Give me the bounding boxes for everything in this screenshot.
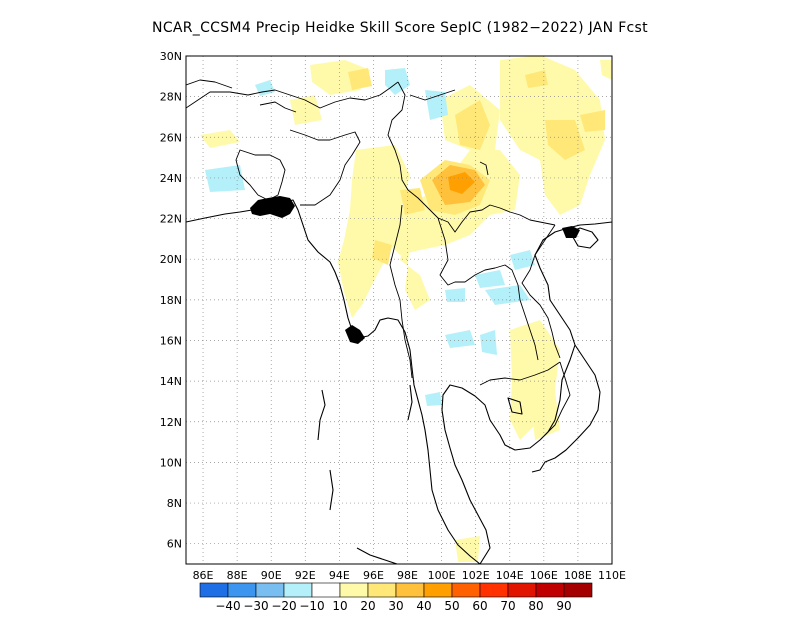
colorbar-label: −40 <box>215 599 240 613</box>
coastline-hainan <box>569 227 599 249</box>
colorbar-label: 50 <box>444 599 459 613</box>
border-laos-vietnam <box>521 224 561 359</box>
lon-tick-label: 86E <box>193 569 214 582</box>
coastline-bay-of-bengal <box>186 199 481 564</box>
border-myanmar-thailand <box>389 204 413 379</box>
border-laos-thailand <box>437 217 539 361</box>
lon-tick-label: 88E <box>227 569 248 582</box>
irrawaddy-delta-shading <box>345 325 365 344</box>
lon-tick-label: 96E <box>363 569 384 582</box>
lon-tick-label: 90E <box>261 569 282 582</box>
coastlines-and-borders <box>186 79 612 564</box>
ganges-delta-shading <box>250 196 295 218</box>
border-tibet-south <box>186 81 399 109</box>
colorbar-label: 30 <box>388 599 403 613</box>
colorbar-label: −30 <box>243 599 268 613</box>
colorbar-label: 70 <box>500 599 515 613</box>
lon-tick-label: 110E <box>598 569 626 582</box>
colorbar-swatch <box>199 582 229 598</box>
lat-tick-label: 28N <box>160 91 182 104</box>
colorbar-swatch <box>479 582 509 598</box>
colorbar-swatch <box>423 582 453 598</box>
border-laos-china <box>437 204 556 233</box>
lat-tick-label: 10N <box>160 456 182 469</box>
colorbar-label: 40 <box>416 599 431 613</box>
lat-tick-label: 26N <box>160 131 182 144</box>
lat-tick-label: 12N <box>160 416 182 429</box>
colorbar-swatch <box>367 582 397 598</box>
colorbar-swatch <box>283 582 313 598</box>
latitude-tick-labels: 30N 28N 26N 24N 22N 20N 18N 16N 14N 12N 10N 8N 6N <box>160 50 182 551</box>
colorbar: −40 −30 −20 −10 10 20 30 40 50 60 70 80 90 <box>199 582 593 613</box>
colorbar-swatch <box>255 582 285 598</box>
colorbar-swatch <box>563 582 593 598</box>
coastline-gulf-of-thailand <box>441 221 612 564</box>
peak-skill-region <box>448 172 475 194</box>
lat-tick-label: 18N <box>160 294 182 307</box>
map-title: NCAR_CCSM4 Precip Heidke Skill Score Sep… <box>152 20 648 36</box>
colorbar-label: −10 <box>299 599 324 613</box>
red-river-delta-shading <box>562 226 580 238</box>
colorbar-swatch <box>227 582 257 598</box>
colorbar-swatch <box>535 582 565 598</box>
lat-tick-label: 14N <box>160 375 182 388</box>
lon-tick-label: 108E <box>564 569 592 582</box>
coastline-andaman-islands <box>317 384 413 511</box>
coastline-borneo-island <box>507 397 523 415</box>
colorbar-swatch <box>451 582 481 598</box>
colorbar-swatch <box>339 582 369 598</box>
lon-tick-label: 100E <box>428 569 456 582</box>
coastline-sumatra <box>356 547 399 564</box>
coastline-vietnam-south <box>531 344 601 473</box>
colorbar-label: 80 <box>528 599 543 613</box>
colorbar-swatch <box>311 582 341 598</box>
colorbar-label: −20 <box>271 599 296 613</box>
lat-tick-label: 20N <box>160 253 182 266</box>
colorbar-label: 90 <box>556 599 571 613</box>
lon-tick-label: 106E <box>530 569 558 582</box>
lon-tick-label: 102E <box>462 569 490 582</box>
lat-tick-label: 16N <box>160 334 182 347</box>
lon-tick-label: 98E <box>397 569 418 582</box>
lat-tick-label: 6N <box>167 538 182 551</box>
colorbar-swatch <box>395 582 425 598</box>
lat-tick-label: 22N <box>160 213 182 226</box>
gridlines <box>186 56 612 564</box>
lon-tick-label: 104E <box>496 569 524 582</box>
border-himalaya-north <box>186 79 297 113</box>
border-myanmar-india <box>289 129 361 206</box>
border-cambodia-vietnam <box>544 361 571 436</box>
border-india-bangladesh <box>235 149 286 201</box>
lat-tick-label: 8N <box>167 497 182 510</box>
border-cambodia-thailand <box>479 361 561 386</box>
colorbar-label: 60 <box>472 599 487 613</box>
skill-score-field <box>200 56 612 562</box>
border-myanmar-china <box>387 81 439 219</box>
lon-tick-label: 94E <box>329 569 350 582</box>
colorbar-swatch <box>507 582 537 598</box>
colorbar-label: 10 <box>332 599 347 613</box>
lon-tick-label: 92E <box>295 569 316 582</box>
colorbar-label: 20 <box>360 599 375 613</box>
lat-tick-label: 24N <box>160 172 182 185</box>
longitude-tick-labels: 86E 88E 90E 92E 94E 96E 98E 100E 102E 104E 106E 108… <box>193 569 626 582</box>
lat-tick-label: 30N <box>160 50 182 63</box>
map-frame <box>185 55 613 565</box>
border-china-inner <box>409 89 489 176</box>
